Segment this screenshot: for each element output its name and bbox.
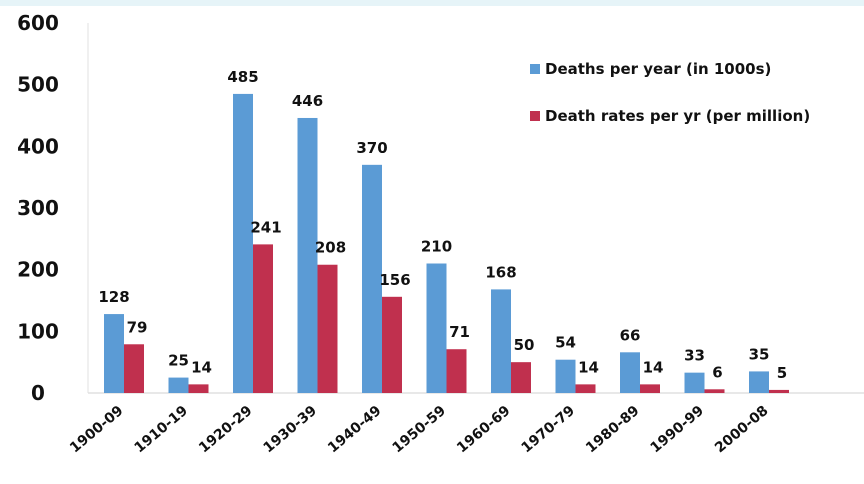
deaths-data-label: 446	[292, 92, 323, 110]
deaths-data-label: 210	[421, 238, 452, 256]
death-rate-data-label: 79	[127, 318, 148, 336]
x-category-label: 1910-19	[132, 403, 192, 457]
x-category-label: 1950-59	[390, 403, 450, 457]
death-rate-data-label: 156	[379, 271, 410, 289]
y-tick-label: 100	[17, 319, 59, 343]
death-rate-bar	[253, 244, 273, 393]
death-rate-data-label: 50	[514, 336, 535, 354]
death-rate-bar	[318, 265, 338, 393]
death-rate-bar	[705, 389, 725, 393]
deaths-bar	[749, 371, 769, 393]
deaths-data-label: 485	[227, 68, 258, 86]
deaths-bar	[427, 264, 447, 394]
y-tick-label: 0	[31, 381, 45, 405]
x-category-label: 1900-09	[67, 403, 127, 457]
death-rate-bar	[124, 344, 144, 393]
y-tick-label: 600	[17, 11, 59, 35]
deaths-bar	[556, 360, 576, 393]
deaths-data-label: 25	[168, 352, 189, 370]
deaths-bar	[169, 378, 189, 393]
death-rate-data-label: 208	[315, 239, 346, 257]
legend-death-rate-swatch	[530, 111, 540, 121]
deaths-data-label: 35	[749, 345, 770, 363]
death-rate-data-label: 6	[712, 363, 722, 381]
deaths-bar	[620, 352, 640, 393]
x-category-label: 2000-08	[712, 403, 772, 457]
x-category-label: 1940-49	[325, 403, 385, 457]
deaths-bar	[233, 94, 253, 393]
x-category-label: 1930-39	[261, 403, 321, 457]
deaths-data-label: 168	[485, 263, 516, 281]
deaths-bar	[104, 314, 124, 393]
death-rate-bar	[511, 362, 531, 393]
y-tick-label: 400	[17, 134, 59, 158]
y-tick-label: 500	[17, 73, 59, 97]
deaths-data-label: 370	[356, 139, 387, 157]
death-rate-bar	[189, 384, 209, 393]
death-rate-data-label: 241	[250, 218, 281, 236]
legend-death-rate-label: Death rates per yr (per million)	[545, 107, 810, 125]
death-rate-bar	[382, 297, 402, 393]
x-category-label: 1980-89	[583, 403, 643, 457]
death-rate-bar	[447, 349, 467, 393]
deaths-data-label: 54	[555, 334, 576, 352]
deaths-data-label: 66	[620, 326, 641, 344]
x-category-label: 1990-99	[648, 403, 708, 457]
death-rate-data-label: 71	[449, 323, 470, 341]
deaths-bar	[491, 289, 511, 393]
legend-deaths-label: Deaths per year (in 1000s)	[545, 60, 771, 78]
death-rate-data-label: 5	[777, 364, 787, 382]
death-rate-bar	[640, 384, 660, 393]
x-category-label: 1960-69	[454, 403, 514, 457]
deaths-data-label: 33	[684, 347, 705, 365]
y-tick-label: 300	[17, 196, 59, 220]
death-rate-bar	[576, 384, 596, 393]
death-rate-data-label: 14	[643, 358, 664, 376]
legend-deaths-swatch	[530, 64, 540, 74]
death-rate-bar	[769, 390, 789, 393]
deaths-bar	[685, 373, 705, 393]
deaths-data-label: 128	[98, 288, 129, 306]
death-rate-data-label: 14	[191, 358, 212, 376]
x-category-label: 1920-29	[196, 403, 256, 457]
x-category-label: 1970-79	[519, 403, 579, 457]
y-tick-label: 200	[17, 258, 59, 282]
death-rate-data-label: 14	[578, 358, 599, 376]
